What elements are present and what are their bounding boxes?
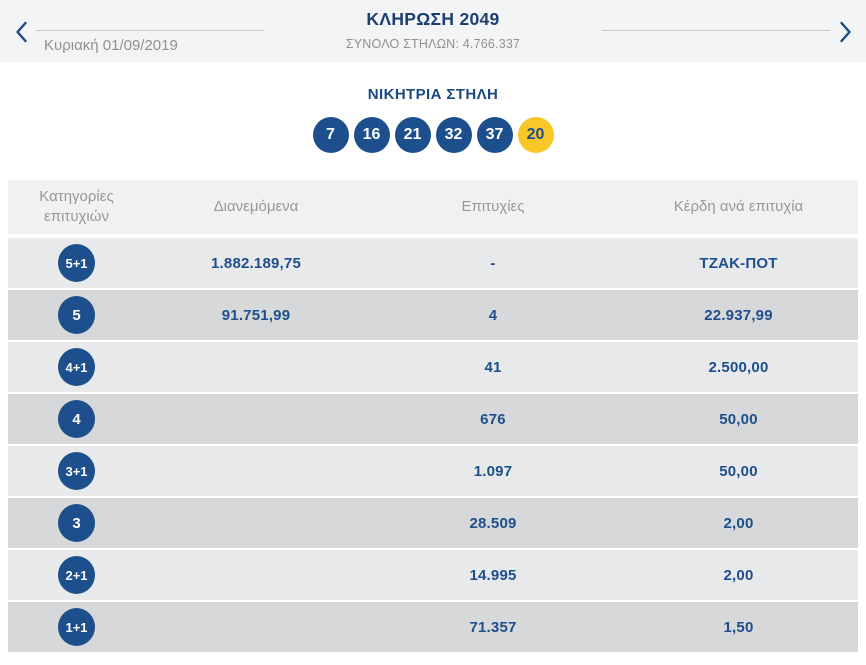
header-category: Κατηγορίες επιτυχιών xyxy=(39,187,114,225)
prize-cell: 2,00 xyxy=(723,514,754,532)
distributed-cell: 1.882.189,75 xyxy=(211,254,301,272)
previous-draw-button[interactable] xyxy=(10,20,32,46)
draw-navigation-bar: Κυριακή 01/09/2019 ΚΛΗΡΩΣΗ 2049 ΣΥΝΟΛΟ Σ… xyxy=(0,0,866,62)
draw-date-block: Κυριακή 01/09/2019 xyxy=(36,30,264,54)
prize-table-header: Κατηγορίες επιτυχιών Διανεμόμενα Επιτυχί… xyxy=(8,180,858,234)
winning-number-ball: 32 xyxy=(435,117,472,153)
winners-cell: - xyxy=(490,254,496,272)
joker-number-ball: 20 xyxy=(517,117,554,153)
table-row: 4+1 41 2.500,00 xyxy=(8,342,858,392)
prize-cell: 2.500,00 xyxy=(708,358,769,376)
table-row: 5+1 1.882.189,75 - ΤΖΑΚ-ΠΟΤ xyxy=(8,238,858,288)
chevron-left-icon xyxy=(15,21,28,46)
winning-numbers: 7 16 21 32 37 20 xyxy=(0,117,866,153)
table-row: 1+1 71.357 1,50 xyxy=(8,602,858,652)
distributed-cell: 91.751,99 xyxy=(221,306,291,324)
category-badge: 3+1 xyxy=(58,452,95,490)
winners-cell: 14.995 xyxy=(469,566,517,584)
winners-cell: 28.509 xyxy=(469,514,517,532)
draw-date: Κυριακή 01/09/2019 xyxy=(44,37,178,54)
winners-cell: 41 xyxy=(484,358,502,376)
draw-header: ΚΛΗΡΩΣΗ 2049 ΣΥΝΟΛΟ ΣΤΗΛΩΝ: 4.766.337 xyxy=(0,9,866,51)
category-badge: 1+1 xyxy=(58,608,95,646)
winning-number-ball: 16 xyxy=(353,117,390,153)
winning-number-ball: 7 xyxy=(312,117,349,153)
winners-cell: 71.357 xyxy=(469,618,517,636)
table-row: 4 676 50,00 xyxy=(8,394,858,444)
draw-title: ΚΛΗΡΩΣΗ 2049 xyxy=(366,9,500,29)
table-row: 5 91.751,99 4 22.937,99 xyxy=(8,290,858,340)
category-badge: 4 xyxy=(58,400,95,438)
table-row: 2+1 14.995 2,00 xyxy=(8,550,858,600)
header-prize: Κέρδη ανά επιτυχία xyxy=(673,197,804,215)
table-row: 3+1 1.097 50,00 xyxy=(8,446,858,496)
prize-cell: 1,50 xyxy=(723,618,754,636)
prize-cell: 50,00 xyxy=(719,462,758,480)
category-badge: 2+1 xyxy=(58,556,95,594)
winners-cell: 1.097 xyxy=(473,462,513,480)
header-distributed: Διανεμόμενα xyxy=(213,197,299,215)
winning-column-heading: ΝΙΚΗΤΡΙΑ ΣΤΗΛΗ xyxy=(367,86,499,103)
prize-table: Κατηγορίες επιτυχιών Διανεμόμενα Επιτυχί… xyxy=(8,180,858,652)
prize-cell: 22.937,99 xyxy=(704,306,773,324)
prize-cell: ΤΖΑΚ-ΠΟΤ xyxy=(699,254,778,272)
prize-cell: 2,00 xyxy=(723,566,754,584)
category-badge: 5 xyxy=(58,296,95,334)
header-winners: Επιτυχίες xyxy=(461,197,525,215)
total-columns-label: ΣΥΝΟΛΟ ΣΤΗΛΩΝ: 4.766.337 xyxy=(345,37,521,51)
category-badge: 4+1 xyxy=(58,348,95,386)
category-badge: 3 xyxy=(58,504,95,542)
category-badge: 5+1 xyxy=(58,244,95,282)
prize-cell: 50,00 xyxy=(719,410,758,428)
chevron-right-icon xyxy=(839,21,852,46)
table-row: 3 28.509 2,00 xyxy=(8,498,858,548)
winners-cell: 4 xyxy=(488,306,498,324)
winners-cell: 676 xyxy=(480,410,506,428)
winning-number-ball: 37 xyxy=(476,117,513,153)
winning-number-ball: 21 xyxy=(394,117,431,153)
next-draw-button[interactable] xyxy=(834,20,856,46)
winning-column-section: ΝΙΚΗΤΡΙΑ ΣΤΗΛΗ 7 16 21 32 37 20 xyxy=(0,62,866,153)
divider-line xyxy=(602,30,830,31)
